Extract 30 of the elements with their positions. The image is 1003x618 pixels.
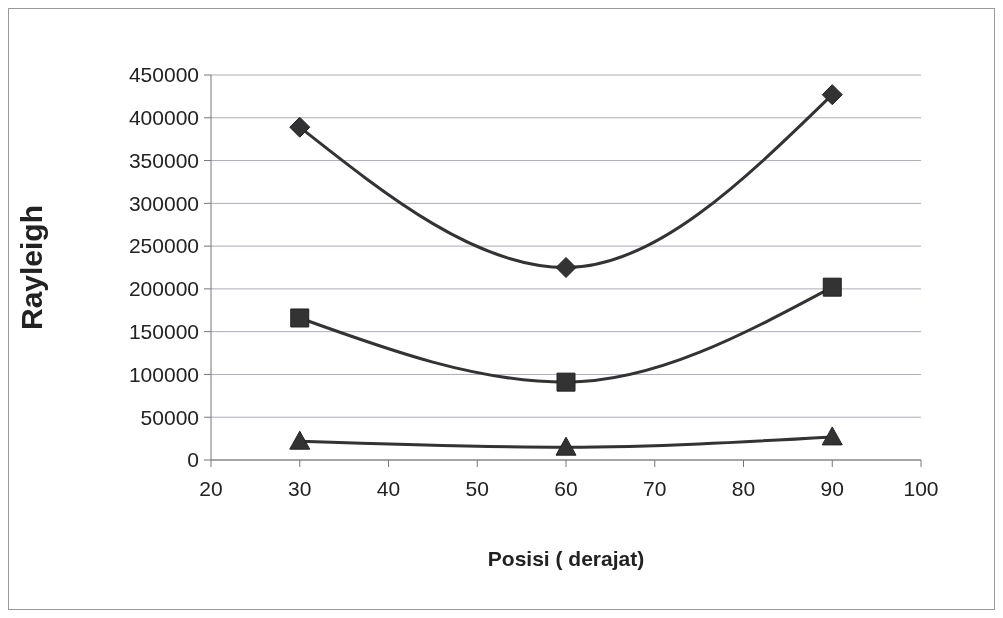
point: [289, 116, 311, 138]
y-axis-title: Rayleigh: [15, 204, 48, 331]
y-tick-label: 400000: [128, 106, 199, 130]
y-tick-label: 250000: [128, 234, 199, 258]
y-tick-label: 300000: [128, 191, 199, 215]
x-tick-label: 50: [465, 477, 489, 500]
x-tick-label: 70: [643, 477, 667, 500]
x-tick-label: 80: [731, 477, 756, 500]
point: [290, 308, 310, 328]
point: [555, 436, 577, 456]
y-tick-label: 150000: [128, 320, 199, 344]
x-tick-label: 100: [903, 477, 939, 500]
x-tick-label: 30: [288, 477, 312, 500]
y-tick-label: 0: [187, 448, 199, 472]
point: [556, 372, 576, 392]
y-tick-label: 50000: [140, 405, 199, 429]
point: [821, 84, 843, 106]
x-tick-label: 20: [199, 477, 223, 500]
x-tick-label: 90: [820, 477, 844, 500]
x-tick-label: 60: [554, 477, 578, 500]
point: [289, 430, 311, 450]
x-axis-title: Posisi ( derajat): [487, 547, 645, 570]
y-tick-label: 350000: [128, 148, 199, 172]
point: [821, 426, 843, 446]
y-tick-label: 450000: [128, 63, 199, 87]
point: [822, 277, 842, 297]
y-tick-label: 200000: [128, 277, 199, 301]
x-tick-label: 40: [376, 477, 401, 500]
y-tick-label: 100000: [128, 362, 199, 386]
point: [555, 257, 577, 278]
